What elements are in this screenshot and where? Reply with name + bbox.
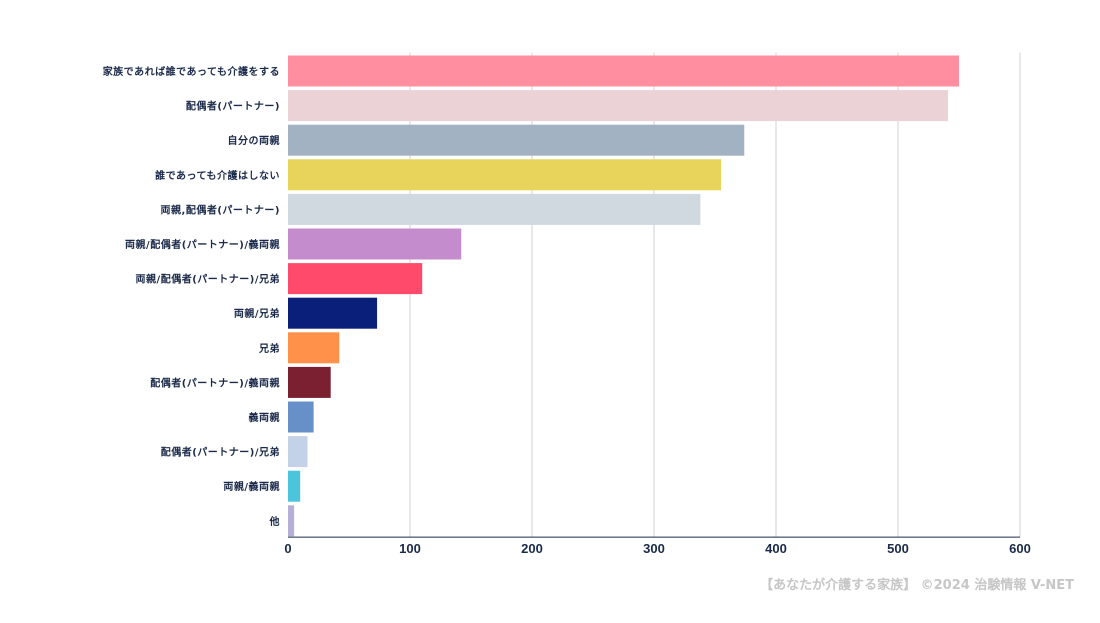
category-label: 配偶者(パートナー)/兄弟 bbox=[161, 446, 280, 459]
bar bbox=[288, 470, 301, 502]
credit-text: 【あなたが介護する家族】 ©2024 治験情報 V-NET bbox=[760, 578, 1074, 593]
bar bbox=[288, 124, 745, 156]
x-tick-label: 200 bbox=[521, 541, 543, 556]
x-tick-label: 600 bbox=[1009, 541, 1031, 556]
bar bbox=[288, 505, 295, 537]
x-tick-label: 400 bbox=[765, 541, 787, 556]
bar bbox=[288, 366, 331, 398]
category-label: 両親/兄弟 bbox=[234, 307, 280, 320]
category-label: 兄弟 bbox=[258, 342, 280, 355]
bar bbox=[288, 332, 340, 364]
category-label: 他 bbox=[269, 515, 281, 528]
bar bbox=[288, 263, 423, 295]
x-tick-label: 100 bbox=[399, 541, 421, 556]
bars bbox=[288, 55, 959, 537]
bar bbox=[288, 436, 308, 468]
category-label: 両親/配偶者(パートナー)/義両親 bbox=[125, 238, 280, 251]
x-tick-labels: 0 100 200 300 400 500 600 bbox=[284, 541, 1030, 556]
category-label: 自分の両親 bbox=[228, 134, 281, 147]
bar bbox=[288, 401, 314, 433]
category-label: 配偶者(パートナー) bbox=[186, 100, 280, 113]
x-tick-label: 300 bbox=[643, 541, 665, 556]
category-label: 誰であっても介護はしない bbox=[155, 169, 280, 182]
category-label: 両親/配偶者(パートナー)/兄弟 bbox=[136, 273, 280, 286]
category-label: 義両親 bbox=[249, 411, 281, 424]
category-label: 両親,配偶者(パートナー) bbox=[161, 203, 280, 216]
x-tick-label: 0 bbox=[284, 541, 291, 556]
bar bbox=[288, 193, 701, 225]
bar bbox=[288, 90, 949, 122]
bar bbox=[288, 159, 722, 191]
x-tick-label: 500 bbox=[887, 541, 909, 556]
bar bbox=[288, 55, 959, 87]
bar bbox=[288, 228, 462, 260]
bar bbox=[288, 297, 378, 329]
category-label: 両親/義両親 bbox=[223, 480, 280, 493]
category-label: 配偶者(パートナー)/義両親 bbox=[150, 376, 280, 389]
category-label: 家族であれば誰であっても介護をする bbox=[103, 65, 280, 78]
